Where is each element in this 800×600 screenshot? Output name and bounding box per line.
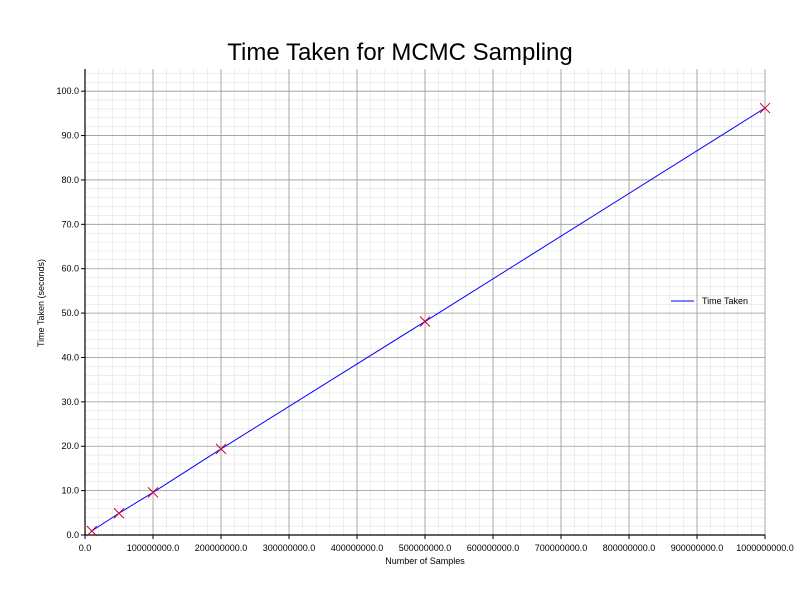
series-layer xyxy=(86,102,771,537)
x-tick-label: 900000000.0 xyxy=(671,543,724,553)
y-axis-ticks: 0.0 10.0 20.0 30.0 40.0 50.0 60.0 70.0 80.0 90.0 1… xyxy=(56,86,85,540)
x-axis-label: Number of Samples xyxy=(385,556,465,566)
marker-stroke xyxy=(215,443,227,455)
data-point-marker xyxy=(86,525,98,537)
y-tick-label: 10.0 xyxy=(61,486,79,496)
y-axis-label: Time Taken (seconds) xyxy=(36,259,46,347)
x-tick-label: 100000000.0 xyxy=(127,543,180,553)
series-line-time-taken xyxy=(91,107,766,532)
y-tick-label: 60.0 xyxy=(61,264,79,274)
x-tick-label: 0.0 xyxy=(79,543,92,553)
marker-stroke xyxy=(147,487,159,498)
y-tick-label: 30.0 xyxy=(61,397,79,407)
x-tick-label: 500000000.0 xyxy=(399,543,452,553)
marker-stroke xyxy=(759,102,771,114)
x-tick-label: 600000000.0 xyxy=(467,543,520,553)
data-point-marker xyxy=(759,102,771,114)
x-tick-label: 300000000.0 xyxy=(263,543,316,553)
data-point-marker xyxy=(215,443,227,455)
legend: Time Taken xyxy=(671,296,748,306)
data-point-marker xyxy=(419,316,431,327)
chart-title: Time Taken for MCMC Sampling xyxy=(227,39,572,66)
y-tick-label: 0.0 xyxy=(66,530,79,540)
y-tick-label: 50.0 xyxy=(61,308,79,318)
marker-stroke xyxy=(86,525,98,537)
y-tick-label: 90.0 xyxy=(61,131,79,141)
y-tick-label: 100.0 xyxy=(56,86,79,96)
marker-stroke xyxy=(113,507,125,519)
x-axis-ticks: 0.0 100000000.0 200000000.0 300000000.0 4000… xyxy=(79,535,794,553)
y-tick-label: 80.0 xyxy=(61,175,79,185)
x-tick-label: 200000000.0 xyxy=(195,543,248,553)
x-tick-label: 400000000.0 xyxy=(331,543,384,553)
x-tick-label: 800000000.0 xyxy=(603,543,656,553)
x-tick-label: 700000000.0 xyxy=(535,543,588,553)
y-tick-label: 40.0 xyxy=(61,352,79,362)
data-point-marker xyxy=(113,507,125,519)
major-gridlines xyxy=(84,69,766,536)
y-tick-label: 70.0 xyxy=(61,219,79,229)
y-tick-label: 20.0 xyxy=(61,441,79,451)
x-tick-label: 1000000000.0 xyxy=(736,543,794,553)
marker-stroke xyxy=(419,316,431,327)
data-point-marker xyxy=(147,487,159,498)
legend-label-time-taken: Time Taken xyxy=(702,296,748,306)
